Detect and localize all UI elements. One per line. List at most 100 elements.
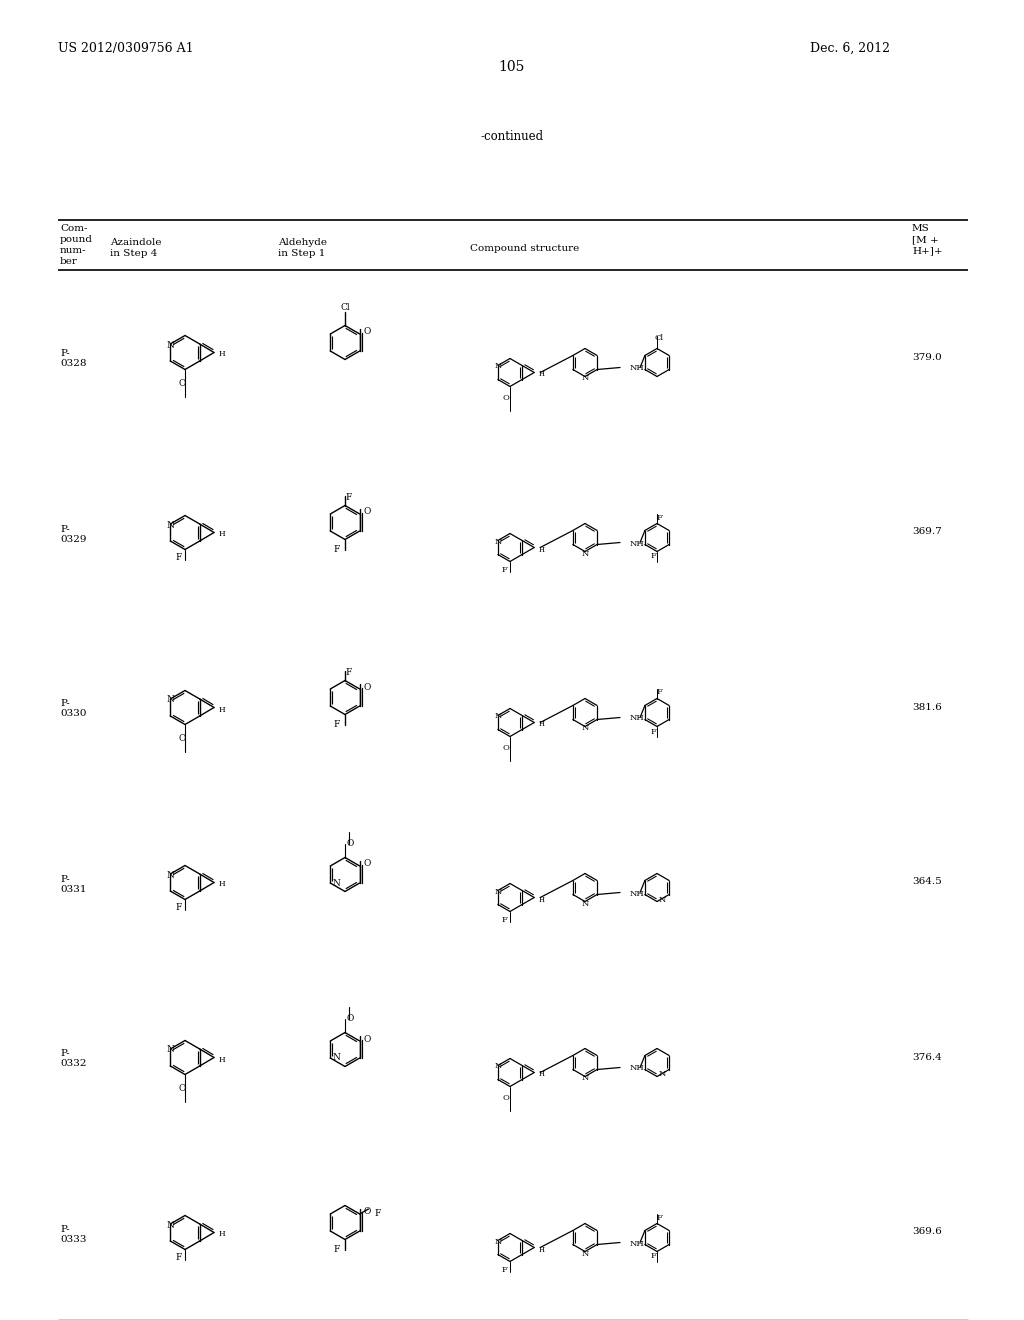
Text: NH: NH xyxy=(630,1064,645,1072)
Text: N: N xyxy=(495,1063,502,1071)
Text: NH: NH xyxy=(630,714,645,722)
Text: O: O xyxy=(503,395,509,403)
Text: 0331: 0331 xyxy=(60,884,86,894)
Text: N: N xyxy=(582,1250,589,1258)
Text: [M +: [M + xyxy=(912,235,939,244)
Text: O: O xyxy=(364,859,371,869)
Text: P-: P- xyxy=(60,700,70,709)
Text: F: F xyxy=(501,916,507,924)
Text: F: F xyxy=(650,1253,656,1261)
Text: H: H xyxy=(219,531,225,539)
Text: MS: MS xyxy=(912,224,930,234)
Text: N: N xyxy=(166,870,174,879)
Text: -continued: -continued xyxy=(480,129,544,143)
Text: P-: P- xyxy=(60,1049,70,1059)
Text: N: N xyxy=(166,696,174,705)
Text: 0330: 0330 xyxy=(60,710,86,718)
Text: Compound structure: Compound structure xyxy=(470,244,580,253)
Text: N: N xyxy=(166,1045,174,1055)
Text: P-: P- xyxy=(60,524,70,533)
Text: H: H xyxy=(219,705,225,714)
Text: in Step 1: in Step 1 xyxy=(278,249,326,257)
Text: F: F xyxy=(176,903,182,912)
Text: N: N xyxy=(582,549,589,557)
Text: F: F xyxy=(346,668,352,677)
Text: N: N xyxy=(658,1071,666,1078)
Text: 369.7: 369.7 xyxy=(912,528,942,536)
Text: P-: P- xyxy=(60,350,70,359)
Text: H: H xyxy=(539,1246,544,1254)
Text: O: O xyxy=(178,379,185,388)
Text: Aldehyde: Aldehyde xyxy=(278,238,327,247)
Text: P-: P- xyxy=(60,1225,70,1233)
Text: F: F xyxy=(650,727,656,735)
Text: Dec. 6, 2012: Dec. 6, 2012 xyxy=(810,42,890,55)
Text: 364.5: 364.5 xyxy=(912,878,942,887)
Text: N: N xyxy=(166,520,174,529)
Text: NH: NH xyxy=(630,540,645,548)
Text: Cl: Cl xyxy=(654,334,664,342)
Text: O: O xyxy=(503,744,509,752)
Text: pound: pound xyxy=(60,235,93,244)
Text: N: N xyxy=(166,1221,174,1229)
Text: 0333: 0333 xyxy=(60,1234,86,1243)
Text: N: N xyxy=(333,1053,340,1063)
Text: ber: ber xyxy=(60,257,78,267)
Text: F: F xyxy=(501,1266,507,1274)
Text: F: F xyxy=(656,1213,662,1221)
Text: H+]+: H+]+ xyxy=(912,246,943,255)
Text: N: N xyxy=(582,1074,589,1082)
Text: NH: NH xyxy=(630,890,645,898)
Text: F: F xyxy=(501,565,507,573)
Text: N: N xyxy=(495,537,502,545)
Text: N: N xyxy=(495,887,502,895)
Text: N: N xyxy=(495,713,502,721)
Text: NH: NH xyxy=(630,364,645,372)
Text: NH: NH xyxy=(630,1239,645,1247)
Text: H: H xyxy=(539,545,544,553)
Text: Com-: Com- xyxy=(60,224,87,234)
Text: O: O xyxy=(346,840,353,847)
Text: N: N xyxy=(333,879,340,887)
Text: P-: P- xyxy=(60,874,70,883)
Text: H: H xyxy=(219,1230,225,1238)
Text: 379.0: 379.0 xyxy=(912,352,942,362)
Text: O: O xyxy=(364,1035,371,1044)
Text: 381.6: 381.6 xyxy=(912,702,942,711)
Text: US 2012/0309756 A1: US 2012/0309756 A1 xyxy=(58,42,194,55)
Text: N: N xyxy=(495,363,502,371)
Text: N: N xyxy=(166,341,174,350)
Text: F: F xyxy=(176,553,182,562)
Text: F: F xyxy=(656,513,662,521)
Text: O: O xyxy=(364,507,371,516)
Text: H: H xyxy=(219,880,225,888)
Text: 0329: 0329 xyxy=(60,535,86,544)
Text: Cl: Cl xyxy=(340,304,350,312)
Text: O: O xyxy=(364,327,371,337)
Text: F: F xyxy=(656,689,662,697)
Text: O: O xyxy=(364,1208,371,1217)
Text: Azaindole: Azaindole xyxy=(110,238,162,247)
Text: 105: 105 xyxy=(499,59,525,74)
Text: O: O xyxy=(364,682,371,692)
Text: N: N xyxy=(658,895,666,903)
Text: N: N xyxy=(495,1238,502,1246)
Text: O: O xyxy=(178,1084,185,1093)
Text: F: F xyxy=(650,553,656,561)
Text: H: H xyxy=(539,1071,544,1078)
Text: N: N xyxy=(582,899,589,908)
Text: 0328: 0328 xyxy=(60,359,86,368)
Text: O: O xyxy=(346,1014,353,1023)
Text: F: F xyxy=(334,1245,340,1254)
Text: N: N xyxy=(582,725,589,733)
Text: H: H xyxy=(219,351,225,359)
Text: F: F xyxy=(375,1209,381,1217)
Text: 369.6: 369.6 xyxy=(912,1228,942,1237)
Text: H: H xyxy=(539,721,544,729)
Text: num-: num- xyxy=(60,246,87,255)
Text: F: F xyxy=(334,545,340,554)
Text: F: F xyxy=(346,492,352,502)
Text: N: N xyxy=(582,375,589,383)
Text: O: O xyxy=(178,734,185,743)
Text: in Step 4: in Step 4 xyxy=(110,249,158,257)
